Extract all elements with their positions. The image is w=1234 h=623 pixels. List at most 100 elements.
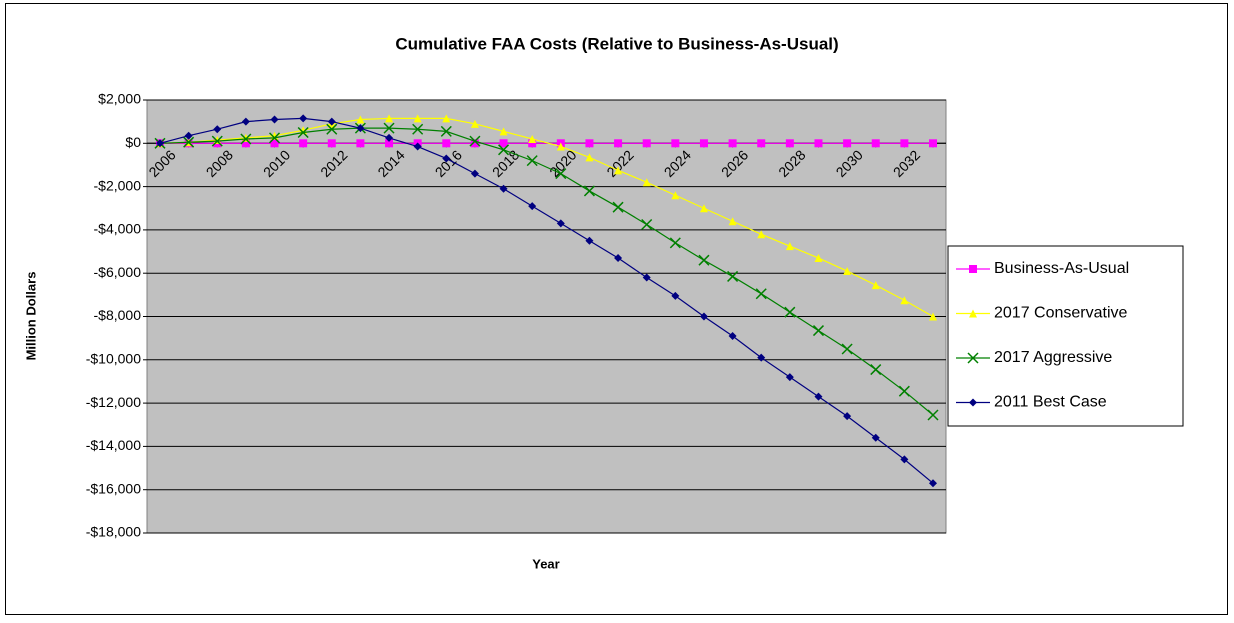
marker <box>929 479 937 488</box>
marker <box>871 281 880 290</box>
y-tick-label: $2,000 <box>98 91 141 107</box>
legend-label: 2017 Conservative <box>994 305 1128 322</box>
marker <box>728 139 737 148</box>
y-tick-label: -$6,000 <box>94 264 142 280</box>
marker <box>671 291 680 300</box>
marker <box>784 306 796 318</box>
marker <box>614 166 623 175</box>
marker <box>213 125 222 134</box>
marker <box>871 433 880 442</box>
marker <box>499 139 508 148</box>
y-tick-label: -$16,000 <box>86 480 141 496</box>
legend-label: 2017 Aggressive <box>994 349 1112 366</box>
marker <box>929 139 937 148</box>
marker <box>585 153 594 162</box>
marker <box>927 409 939 421</box>
marker <box>698 254 710 266</box>
y-tick-label: -$8,000 <box>94 307 142 323</box>
x-axis-title: Year <box>532 556 559 571</box>
marker <box>356 115 365 124</box>
marker <box>757 353 766 362</box>
marker <box>785 242 794 251</box>
marker <box>785 373 794 382</box>
marker <box>556 142 565 151</box>
legend-label: Business-As-Usual <box>994 260 1129 277</box>
marker <box>843 267 852 276</box>
marker <box>270 139 279 148</box>
marker <box>327 139 336 148</box>
marker <box>814 139 823 148</box>
marker <box>785 139 794 148</box>
marker <box>385 139 394 148</box>
marker <box>642 273 651 282</box>
marker <box>356 124 365 133</box>
marker <box>585 139 594 148</box>
marker <box>385 114 394 123</box>
marker <box>241 133 250 142</box>
marker <box>841 343 853 355</box>
y-axis-title: Million Dollars <box>23 272 38 361</box>
marker <box>870 364 882 376</box>
marker <box>755 288 767 300</box>
marker <box>442 154 451 163</box>
marker <box>528 139 537 148</box>
marker <box>699 139 708 148</box>
marker <box>356 139 365 148</box>
y-tick-label: -$2,000 <box>94 177 142 193</box>
marker <box>442 114 451 123</box>
marker <box>211 135 223 147</box>
marker <box>585 236 594 245</box>
marker <box>969 309 977 318</box>
marker <box>641 218 653 231</box>
marker <box>929 312 937 321</box>
marker <box>871 139 880 148</box>
marker <box>385 133 394 142</box>
marker <box>442 139 451 148</box>
marker <box>812 325 825 337</box>
marker <box>156 139 164 148</box>
y-tick-label: -$14,000 <box>86 437 141 453</box>
marker <box>498 144 510 156</box>
marker <box>699 312 708 321</box>
marker <box>299 139 308 148</box>
marker <box>814 254 823 263</box>
legend-box <box>947 245 1184 427</box>
marker <box>528 134 537 143</box>
y-tick-label: -$10,000 <box>86 351 141 367</box>
y-tick-label: -$18,000 <box>86 524 141 540</box>
marker <box>898 385 910 397</box>
y-tick-label: -$4,000 <box>94 221 142 237</box>
marker <box>412 123 424 135</box>
marker <box>614 254 623 263</box>
marker <box>642 139 651 148</box>
marker <box>270 115 279 124</box>
marker <box>555 168 567 180</box>
marker <box>614 139 623 148</box>
series-line <box>159 127 934 416</box>
series-line <box>159 117 934 318</box>
marker <box>499 184 508 193</box>
marker <box>240 133 252 145</box>
series-line <box>159 117 934 484</box>
marker <box>900 139 909 148</box>
marker <box>297 126 309 139</box>
y-tick-label: $0 <box>125 134 141 150</box>
marker <box>470 139 479 148</box>
marker <box>383 122 395 134</box>
marker <box>241 139 250 148</box>
marker <box>413 142 422 151</box>
marker <box>556 219 565 228</box>
marker <box>671 191 680 200</box>
marker <box>470 169 479 178</box>
marker <box>213 136 222 145</box>
marker <box>184 131 193 140</box>
marker <box>727 270 739 282</box>
marker <box>326 123 338 135</box>
marker <box>499 127 508 136</box>
marker <box>413 114 422 123</box>
marker <box>757 139 766 148</box>
marker <box>900 455 909 464</box>
marker <box>528 202 537 211</box>
marker <box>268 132 281 144</box>
marker <box>583 185 595 197</box>
